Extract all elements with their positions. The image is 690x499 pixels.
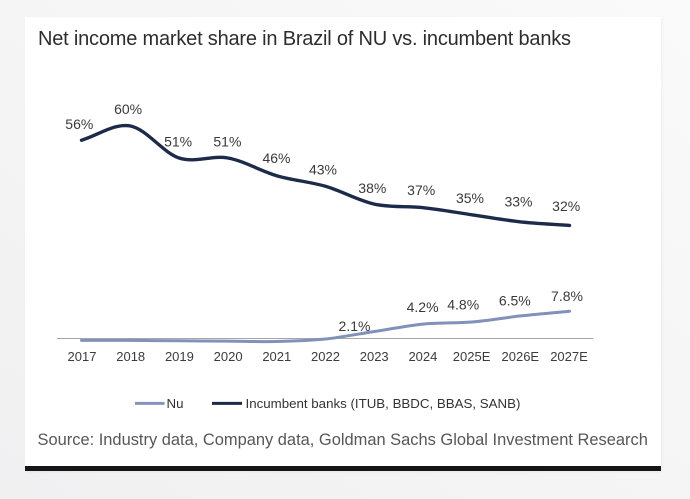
svg-text:2019: 2019	[165, 349, 194, 364]
svg-text:43%: 43%	[309, 162, 337, 178]
svg-text:38%: 38%	[358, 180, 386, 196]
svg-text:2027E: 2027E	[550, 349, 588, 364]
svg-text:7.8%: 7.8%	[551, 288, 583, 304]
svg-text:Incumbent banks (ITUB, BBDC, B: Incumbent banks (ITUB, BBDC, BBAS, SANB)	[246, 396, 521, 411]
svg-text:2020: 2020	[214, 349, 243, 364]
svg-text:2023: 2023	[360, 349, 389, 364]
svg-text:51%: 51%	[213, 134, 241, 150]
svg-text:4.8%: 4.8%	[447, 297, 479, 313]
svg-text:2022: 2022	[311, 349, 340, 364]
svg-text:56%: 56%	[65, 116, 93, 132]
svg-text:33%: 33%	[504, 193, 532, 209]
svg-text:32%: 32%	[552, 198, 580, 214]
svg-text:60%: 60%	[114, 101, 142, 117]
svg-text:2025E: 2025E	[453, 349, 491, 364]
svg-text:2017: 2017	[68, 349, 97, 364]
svg-text:Nu: Nu	[167, 396, 184, 411]
svg-text:51%: 51%	[164, 134, 192, 150]
svg-text:2026E: 2026E	[502, 349, 540, 364]
svg-text:6.5%: 6.5%	[499, 292, 531, 308]
svg-text:2.1%: 2.1%	[339, 318, 371, 334]
svg-text:37%: 37%	[407, 182, 435, 198]
svg-text:4.2%: 4.2%	[407, 299, 439, 315]
svg-text:2021: 2021	[262, 349, 291, 364]
svg-text:2024: 2024	[408, 349, 437, 364]
svg-text:2018: 2018	[116, 349, 145, 364]
svg-text:46%: 46%	[262, 150, 290, 166]
svg-text:35%: 35%	[456, 190, 484, 206]
